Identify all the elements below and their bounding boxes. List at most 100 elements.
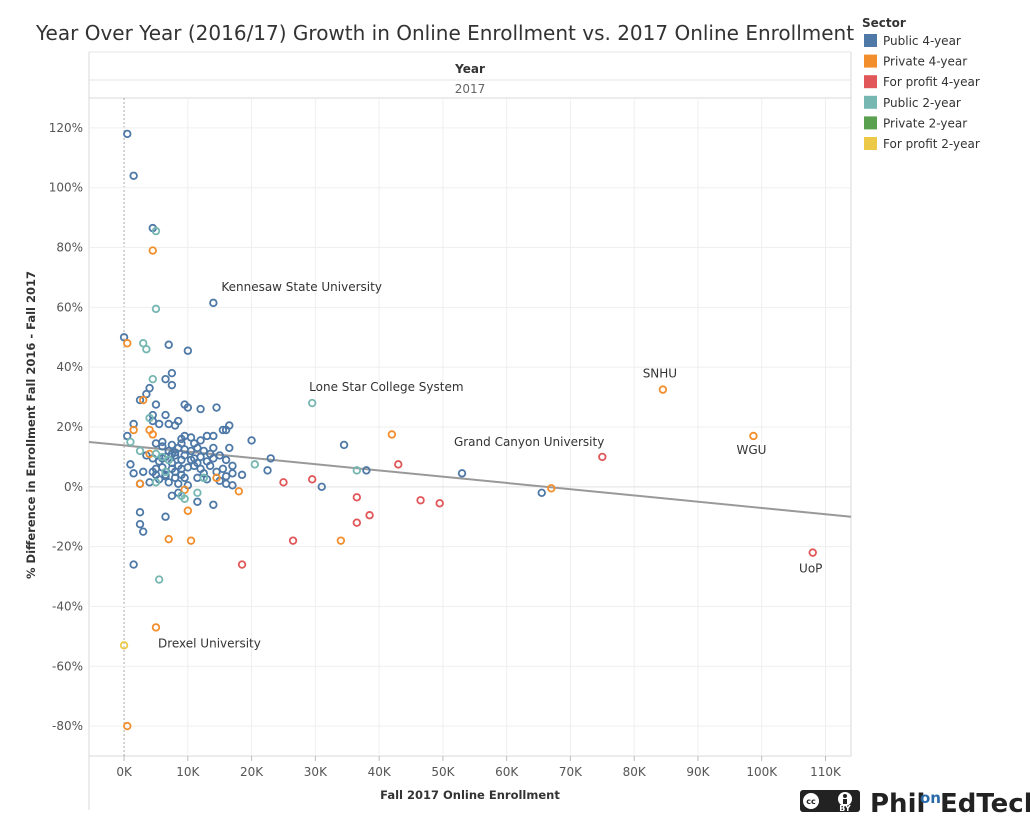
data-point[interactable] xyxy=(205,461,215,471)
data-point[interactable] xyxy=(228,481,237,490)
data-point[interactable] xyxy=(263,466,272,475)
data-point[interactable] xyxy=(221,425,231,435)
data-point[interactable] xyxy=(151,449,161,459)
data-point[interactable] xyxy=(237,560,247,569)
data-point[interactable] xyxy=(339,440,349,450)
data-point[interactable] xyxy=(288,536,298,545)
data-point[interactable] xyxy=(658,385,668,394)
data-point[interactable] xyxy=(362,466,371,475)
data-point[interactable] xyxy=(129,425,138,435)
data-point[interactable] xyxy=(247,436,256,445)
data-point[interactable] xyxy=(336,536,346,545)
data-point[interactable] xyxy=(387,430,397,439)
data-point[interactable] xyxy=(598,452,607,462)
data-point[interactable] xyxy=(151,400,161,409)
data-point[interactable] xyxy=(151,623,161,632)
data-point[interactable] xyxy=(279,478,288,487)
data-point[interactable] xyxy=(154,575,164,584)
data-point[interactable] xyxy=(199,469,208,478)
data-point[interactable] xyxy=(174,416,183,426)
data-point[interactable] xyxy=(435,499,444,508)
data-point[interactable] xyxy=(161,512,170,521)
data-point[interactable] xyxy=(151,464,161,474)
data-point[interactable] xyxy=(416,496,425,505)
data-point[interactable] xyxy=(209,500,218,509)
data-point[interactable] xyxy=(266,454,275,463)
data-point[interactable] xyxy=(158,452,167,462)
data-point[interactable] xyxy=(234,487,244,496)
data-point[interactable] xyxy=(177,470,186,480)
data-point[interactable] xyxy=(352,493,362,502)
data-point[interactable] xyxy=(145,413,154,423)
data-point[interactable] xyxy=(154,419,164,429)
data-point[interactable] xyxy=(183,346,193,355)
data-point[interactable] xyxy=(135,395,145,405)
data-point[interactable] xyxy=(135,520,145,529)
data-point[interactable] xyxy=(196,436,205,445)
data-point[interactable] xyxy=(148,374,157,384)
data-point[interactable] xyxy=(126,437,135,447)
data-point[interactable] xyxy=(365,511,374,520)
data-point[interactable] xyxy=(196,404,205,414)
data-point[interactable] xyxy=(193,497,202,506)
data-point[interactable] xyxy=(158,437,167,447)
data-point[interactable] xyxy=(352,518,362,527)
data-point[interactable] xyxy=(250,460,259,469)
data-point[interactable] xyxy=(135,508,145,517)
data-point[interactable] xyxy=(174,479,183,489)
data-point[interactable] xyxy=(167,368,177,378)
data-point[interactable] xyxy=(199,473,208,483)
data-point[interactable] xyxy=(202,431,212,441)
data-point[interactable] xyxy=(161,374,170,384)
data-point[interactable] xyxy=(212,403,221,412)
data-point[interactable] xyxy=(151,304,161,314)
data-point[interactable] xyxy=(307,475,317,484)
data-point[interactable] xyxy=(119,641,129,650)
data-point[interactable] xyxy=(193,488,202,497)
data-point[interactable] xyxy=(139,467,148,477)
data-point[interactable] xyxy=(123,339,132,348)
data-point[interactable] xyxy=(186,446,196,456)
data-point[interactable] xyxy=(183,463,193,472)
data-point[interactable] xyxy=(129,469,138,478)
data-point[interactable] xyxy=(209,298,218,308)
data-point[interactable] xyxy=(135,446,145,456)
data-point[interactable] xyxy=(190,439,199,448)
data-point[interactable] xyxy=(180,400,189,409)
data-point[interactable] xyxy=(123,721,132,731)
data-point[interactable] xyxy=(228,461,237,471)
data-point[interactable] xyxy=(126,460,135,469)
data-point[interactable] xyxy=(205,449,215,459)
data-point[interactable] xyxy=(151,478,161,487)
data-point[interactable] xyxy=(148,430,157,439)
data-point[interactable] xyxy=(161,410,170,420)
data-point[interactable] xyxy=(167,440,177,450)
data-point[interactable] xyxy=(237,470,247,480)
data-point[interactable] xyxy=(164,478,173,487)
data-point[interactable] xyxy=(221,455,231,465)
data-point[interactable] xyxy=(218,425,228,435)
data-point[interactable] xyxy=(180,494,189,503)
data-point[interactable] xyxy=(148,246,157,255)
data-point[interactable] xyxy=(749,431,758,441)
data-point[interactable] xyxy=(164,455,173,465)
data-point[interactable] xyxy=(151,226,161,236)
data-point[interactable] xyxy=(167,380,177,390)
data-point[interactable] xyxy=(142,345,151,354)
data-point[interactable] xyxy=(808,548,817,557)
data-point[interactable] xyxy=(218,464,228,474)
data-point[interactable] xyxy=(129,560,138,569)
data-point[interactable] xyxy=(135,479,145,489)
data-point[interactable] xyxy=(190,454,199,463)
data-point[interactable] xyxy=(164,534,173,544)
data-point[interactable] xyxy=(394,460,403,469)
data-point[interactable] xyxy=(129,171,138,180)
data-point[interactable] xyxy=(317,482,326,492)
data-point[interactable] xyxy=(457,469,467,478)
data-point[interactable] xyxy=(139,395,148,405)
data-point[interactable] xyxy=(161,467,170,477)
data-point[interactable] xyxy=(123,129,132,139)
data-point[interactable] xyxy=(537,488,546,497)
data-point[interactable] xyxy=(170,467,180,477)
data-point[interactable] xyxy=(228,469,237,478)
